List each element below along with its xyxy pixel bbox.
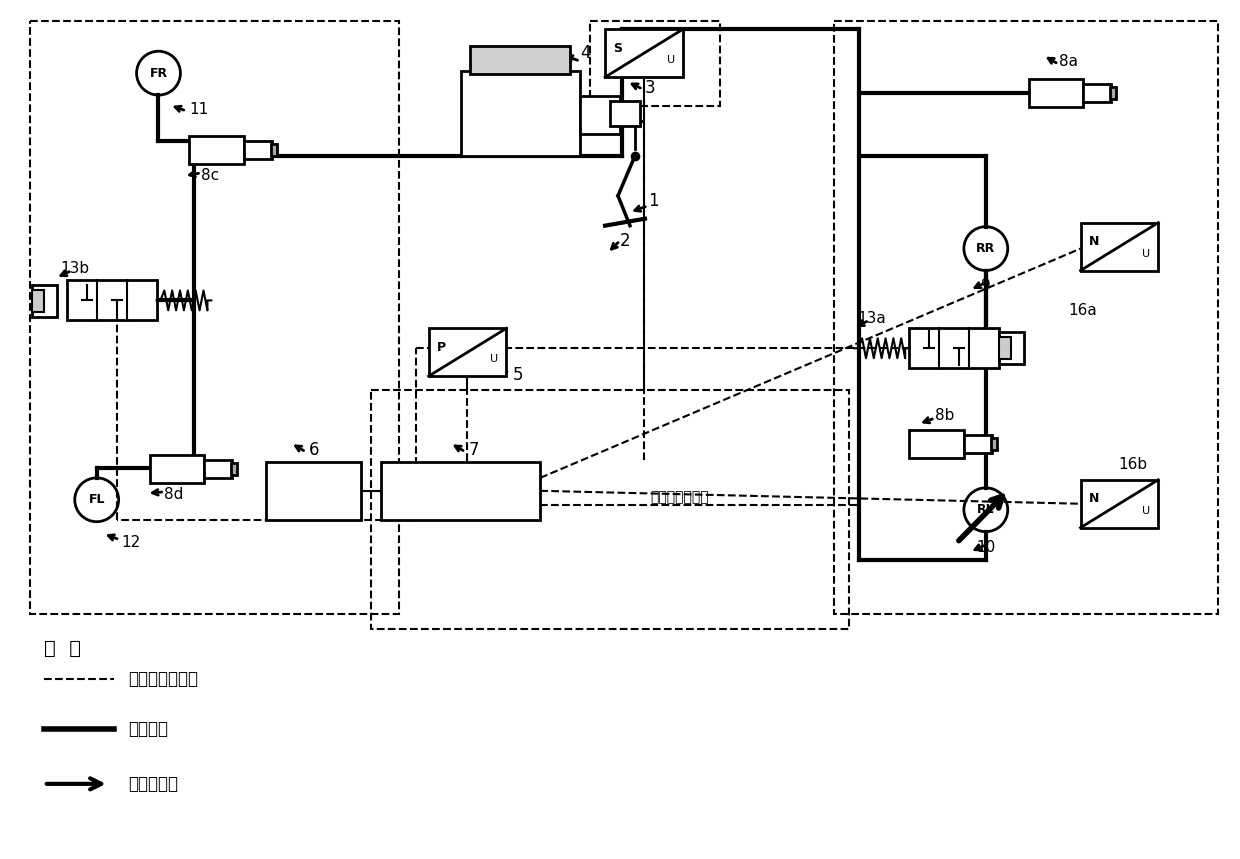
Bar — [1110, 87, 1116, 99]
Text: 6: 6 — [309, 441, 320, 459]
Text: 10: 10 — [976, 540, 996, 555]
Text: 8b: 8b — [935, 407, 955, 423]
Bar — [429, 328, 506, 376]
Bar — [67, 281, 156, 320]
Text: 制动控制器: 制动控制器 — [435, 482, 486, 500]
Text: 5: 5 — [512, 366, 523, 384]
Text: 8a: 8a — [1059, 54, 1078, 69]
Bar — [1080, 222, 1158, 271]
Text: 16b: 16b — [1118, 457, 1147, 472]
Bar — [610, 101, 640, 126]
Bar — [909, 430, 963, 458]
Bar — [150, 455, 205, 483]
Bar — [32, 285, 57, 317]
Bar — [991, 438, 997, 450]
Text: FR: FR — [150, 67, 167, 80]
Text: 信号线和电源线: 信号线和电源线 — [129, 670, 198, 688]
Text: 图  例: 图 例 — [43, 639, 81, 658]
Text: U: U — [667, 55, 675, 65]
Text: 8c: 8c — [201, 168, 219, 183]
Text: N: N — [1089, 492, 1099, 505]
Text: FL: FL — [88, 493, 105, 506]
Text: U: U — [490, 355, 498, 364]
Text: 制动管路: 制动管路 — [129, 720, 169, 738]
Text: 4: 4 — [580, 44, 590, 62]
Bar — [963, 435, 992, 453]
Bar — [190, 136, 244, 164]
Bar — [605, 29, 683, 77]
Text: P: P — [436, 341, 445, 354]
Text: 1: 1 — [649, 192, 658, 210]
Bar — [371, 390, 849, 630]
Text: 13b: 13b — [60, 261, 89, 276]
Bar — [32, 290, 43, 313]
Text: 2: 2 — [620, 232, 631, 250]
Bar — [1029, 79, 1084, 107]
Text: U: U — [1142, 506, 1151, 516]
Text: 3: 3 — [645, 79, 656, 97]
Bar — [244, 141, 272, 159]
Text: 电源: 电源 — [303, 482, 322, 500]
Text: 8d: 8d — [165, 487, 184, 503]
Bar — [998, 332, 1024, 364]
Bar — [30, 21, 399, 614]
Bar — [267, 462, 361, 520]
Text: 至其它电控系统: 至其它电控系统 — [650, 490, 708, 503]
Bar — [272, 144, 277, 155]
Bar — [835, 21, 1218, 614]
Bar — [590, 21, 719, 106]
Text: RL: RL — [977, 503, 994, 516]
Text: RR: RR — [976, 242, 996, 255]
Text: 9: 9 — [981, 278, 991, 293]
Text: 7: 7 — [469, 441, 479, 459]
Bar — [232, 463, 237, 475]
Bar — [205, 460, 232, 478]
Text: 16a: 16a — [1069, 303, 1097, 318]
Bar — [1080, 480, 1158, 527]
Text: 13a: 13a — [857, 311, 887, 326]
Text: S: S — [613, 42, 622, 55]
Text: N: N — [1089, 235, 1099, 248]
Bar — [1084, 84, 1111, 102]
Text: U: U — [1142, 249, 1151, 259]
Text: 11: 11 — [190, 101, 208, 117]
Text: 12: 12 — [122, 535, 141, 550]
Bar — [470, 46, 570, 74]
Bar — [580, 96, 620, 134]
Text: 制动力方向: 制动力方向 — [129, 775, 179, 793]
Bar — [460, 71, 580, 155]
Bar — [998, 338, 1011, 359]
Bar — [909, 328, 998, 369]
Bar — [381, 462, 541, 520]
